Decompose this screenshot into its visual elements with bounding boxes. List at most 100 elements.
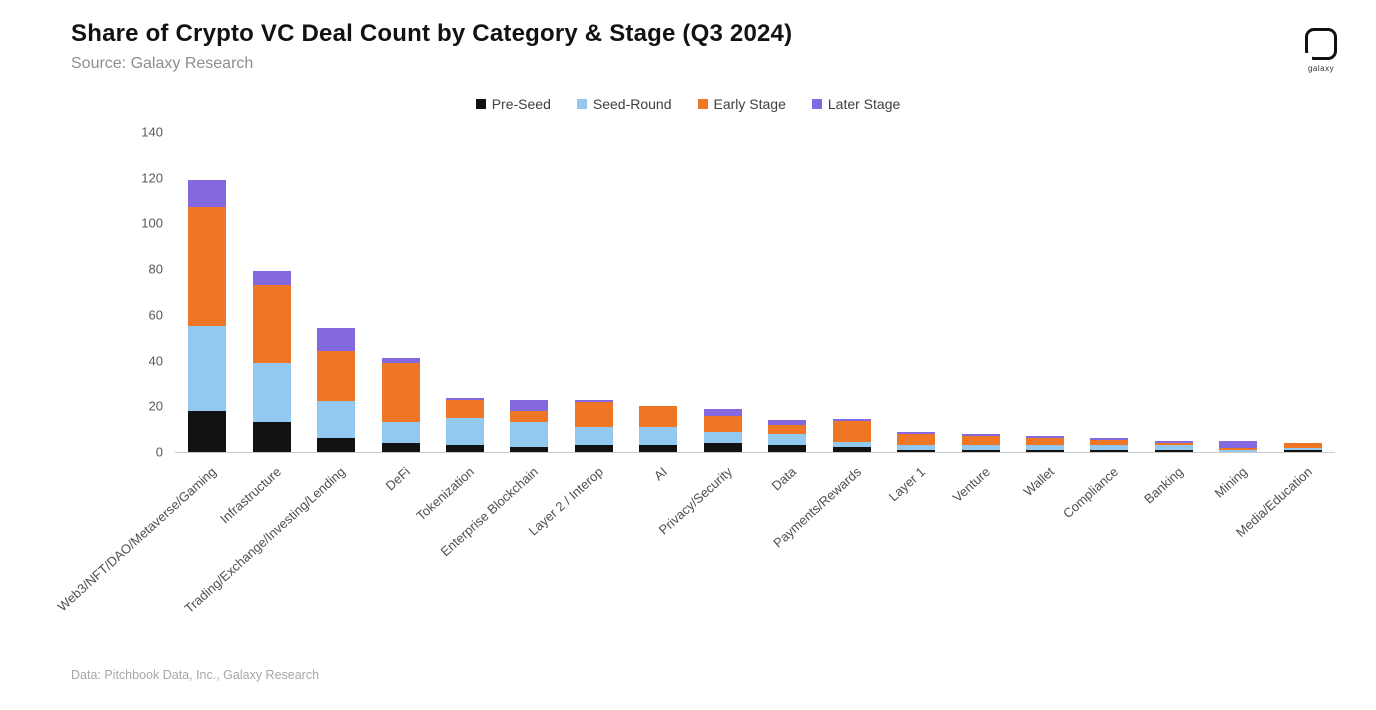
bar-segment-later-stage xyxy=(382,358,420,363)
x-tick-label: Web3/NFT/DAO/Metaverse/Gaming xyxy=(54,464,220,615)
bar-segment-later-stage xyxy=(962,434,1000,436)
bar-segment-seed-round xyxy=(768,434,806,445)
bar-trading-exchange-investing-lending xyxy=(317,328,355,452)
bar-web3-nft-dao-metaverse-gaming xyxy=(188,180,226,452)
bar-segment-pre-seed xyxy=(1026,450,1064,452)
chart-title: Share of Crypto VC Deal Count by Categor… xyxy=(71,20,793,47)
x-tick-label: Enterprise Blockchain xyxy=(437,464,542,560)
x-tick-label: Layer 1 xyxy=(885,464,929,505)
y-tick-label: 80 xyxy=(148,261,163,277)
y-tick-label: 0 xyxy=(155,444,163,460)
bar-layer-1 xyxy=(897,432,935,452)
legend-label: Later Stage xyxy=(827,96,901,112)
bar-segment-later-stage xyxy=(833,419,871,421)
bar-mining xyxy=(1219,441,1257,452)
legend-swatch-icon xyxy=(475,99,486,109)
bar-segment-pre-seed xyxy=(253,422,291,452)
plot-area xyxy=(175,132,1335,453)
y-tick-label: 20 xyxy=(148,398,163,414)
x-tick-label: Payments/Rewards xyxy=(770,464,865,551)
bar-segment-pre-seed xyxy=(639,445,677,452)
bar-segment-early-stage xyxy=(962,436,1000,445)
bar-segment-early-stage xyxy=(897,434,935,445)
bar-segment-pre-seed xyxy=(446,445,484,452)
bar-ai xyxy=(639,406,677,452)
bar-segment-pre-seed xyxy=(1090,450,1128,452)
bar-segment-early-stage xyxy=(575,402,613,427)
x-tick-label: Tokenization xyxy=(413,464,478,524)
y-tick-label: 120 xyxy=(141,170,163,186)
bar-segment-pre-seed xyxy=(1284,450,1322,452)
bar-segment-later-stage xyxy=(768,420,806,425)
bar-segment-pre-seed xyxy=(1155,450,1193,452)
bar-segment-seed-round xyxy=(1219,450,1257,452)
legend-item-later-stage: Later Stage xyxy=(811,96,901,112)
bar-segment-later-stage xyxy=(253,271,291,285)
bar-segment-early-stage xyxy=(510,411,548,422)
x-tick-label: Trading/Exchange/Investing/Lending xyxy=(181,464,349,617)
bar-compliance xyxy=(1090,438,1128,452)
bar-segment-seed-round xyxy=(382,422,420,443)
y-tick-label: 60 xyxy=(148,307,163,323)
bar-payments-rewards xyxy=(833,419,871,452)
bar-segment-pre-seed xyxy=(833,447,871,452)
bar-segment-later-stage xyxy=(1090,438,1128,440)
bar-segment-seed-round xyxy=(639,427,677,445)
y-tick-label: 100 xyxy=(141,215,163,231)
bar-wallet xyxy=(1026,436,1064,452)
bar-segment-early-stage xyxy=(253,285,291,363)
bar-enterprise-blockchain xyxy=(510,400,548,452)
bar-segment-pre-seed xyxy=(382,443,420,452)
x-tick-label: Media/Education xyxy=(1233,464,1316,540)
legend-label: Pre-Seed xyxy=(491,96,551,112)
bar-segment-seed-round xyxy=(446,418,484,445)
x-tick-label: Banking xyxy=(1141,464,1187,507)
bar-segment-later-stage xyxy=(704,409,742,416)
bar-segment-seed-round xyxy=(1284,448,1322,450)
bar-segment-early-stage xyxy=(1219,448,1257,450)
bar-segment-early-stage xyxy=(1090,440,1128,445)
bar-segment-later-stage xyxy=(897,432,935,434)
bar-segment-early-stage xyxy=(1155,443,1193,445)
chart-subtitle: Source: Galaxy Research xyxy=(71,55,254,72)
x-tick-label: AI xyxy=(650,464,671,484)
bar-segment-early-stage xyxy=(446,400,484,418)
bar-segment-pre-seed xyxy=(188,411,226,452)
bar-segment-later-stage xyxy=(317,328,355,351)
x-tick-label: Compliance xyxy=(1059,464,1122,522)
bar-segment-pre-seed xyxy=(575,445,613,452)
bar-segment-seed-round xyxy=(188,326,226,411)
bar-segment-pre-seed xyxy=(704,443,742,452)
y-tick-label: 140 xyxy=(141,124,163,140)
legend-swatch-icon xyxy=(697,99,708,109)
chart-legend: Pre-Seed Seed-Round Early Stage Later Stage xyxy=(0,96,1376,112)
bar-data xyxy=(768,420,806,452)
x-tick-label: Infrastructure xyxy=(217,464,285,527)
legend-item-seed-round: Seed-Round xyxy=(576,96,672,112)
bar-banking xyxy=(1155,441,1193,452)
bar-segment-early-stage xyxy=(382,363,420,422)
galaxy-logo-icon xyxy=(1302,28,1337,63)
x-tick-label: Venture xyxy=(949,464,994,506)
bar-segment-seed-round xyxy=(317,401,355,438)
y-tick-label: 40 xyxy=(148,353,163,369)
bar-segment-pre-seed xyxy=(317,438,355,452)
x-tick-label: Wallet xyxy=(1020,464,1058,499)
bar-infrastructure xyxy=(253,271,291,452)
legend-item-pre-seed: Pre-Seed xyxy=(475,96,551,112)
bar-tokenization xyxy=(446,398,484,452)
galaxy-logo-label: galaxy xyxy=(1307,64,1335,73)
bar-segment-pre-seed xyxy=(510,447,548,452)
x-tick-label: Privacy/Security xyxy=(655,464,736,538)
bar-segment-seed-round xyxy=(962,445,1000,450)
bar-privacy-security xyxy=(704,409,742,452)
bar-segment-later-stage xyxy=(1026,436,1064,438)
legend-label: Seed-Round xyxy=(592,96,672,112)
legend-swatch-icon xyxy=(576,99,587,109)
bar-segment-seed-round xyxy=(1090,445,1128,450)
galaxy-logo: galaxy xyxy=(1298,28,1344,73)
bar-segment-seed-round xyxy=(1026,445,1064,450)
legend-swatch-icon xyxy=(811,99,822,109)
bar-segment-seed-round xyxy=(575,427,613,445)
bar-segment-later-stage xyxy=(1155,441,1193,443)
